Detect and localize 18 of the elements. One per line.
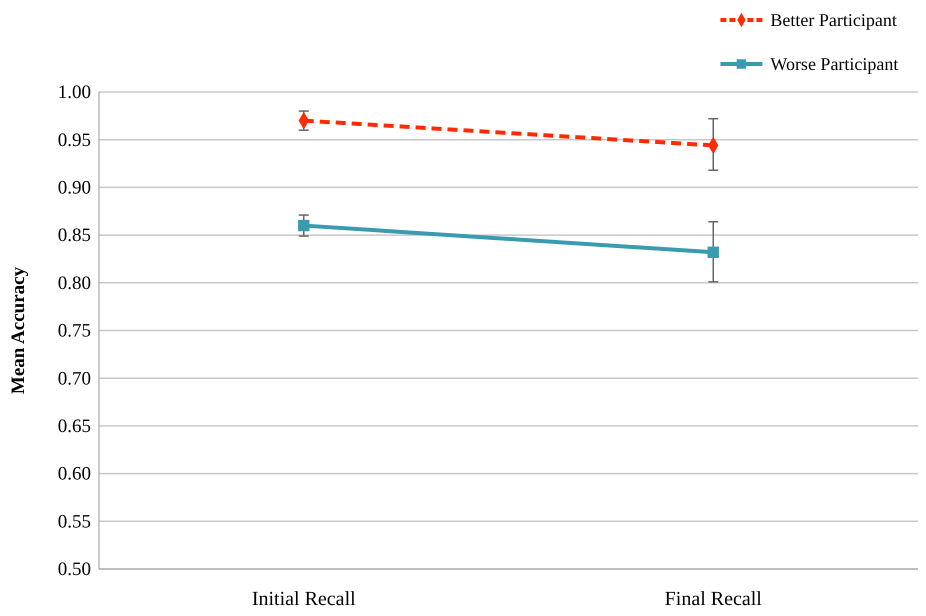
y-tick-label: 0.50 bbox=[58, 559, 91, 580]
y-tick-label: 0.85 bbox=[58, 225, 91, 246]
legend-label: Worse Participant bbox=[770, 54, 898, 74]
y-tick-label: 0.90 bbox=[58, 177, 91, 198]
y-axis-title: Mean Accuracy bbox=[8, 266, 29, 394]
y-tick-label: 0.55 bbox=[58, 511, 91, 532]
y-tick-label: 0.95 bbox=[58, 130, 91, 151]
y-tick-label: 0.75 bbox=[58, 320, 91, 342]
y-tick-label: 0.70 bbox=[58, 368, 91, 390]
x-tick-label: Final Recall bbox=[664, 588, 762, 610]
y-tick-label: 0.60 bbox=[58, 464, 91, 485]
x-tick-label: Initial Recall bbox=[252, 588, 356, 610]
y-tick-label: 0.65 bbox=[58, 416, 91, 437]
y-tick-label: 1.00 bbox=[58, 82, 91, 104]
point bbox=[298, 220, 310, 232]
legend-label: Better Participant bbox=[770, 10, 897, 30]
point bbox=[708, 246, 719, 258]
y-tick-label: 0.80 bbox=[58, 272, 91, 294]
